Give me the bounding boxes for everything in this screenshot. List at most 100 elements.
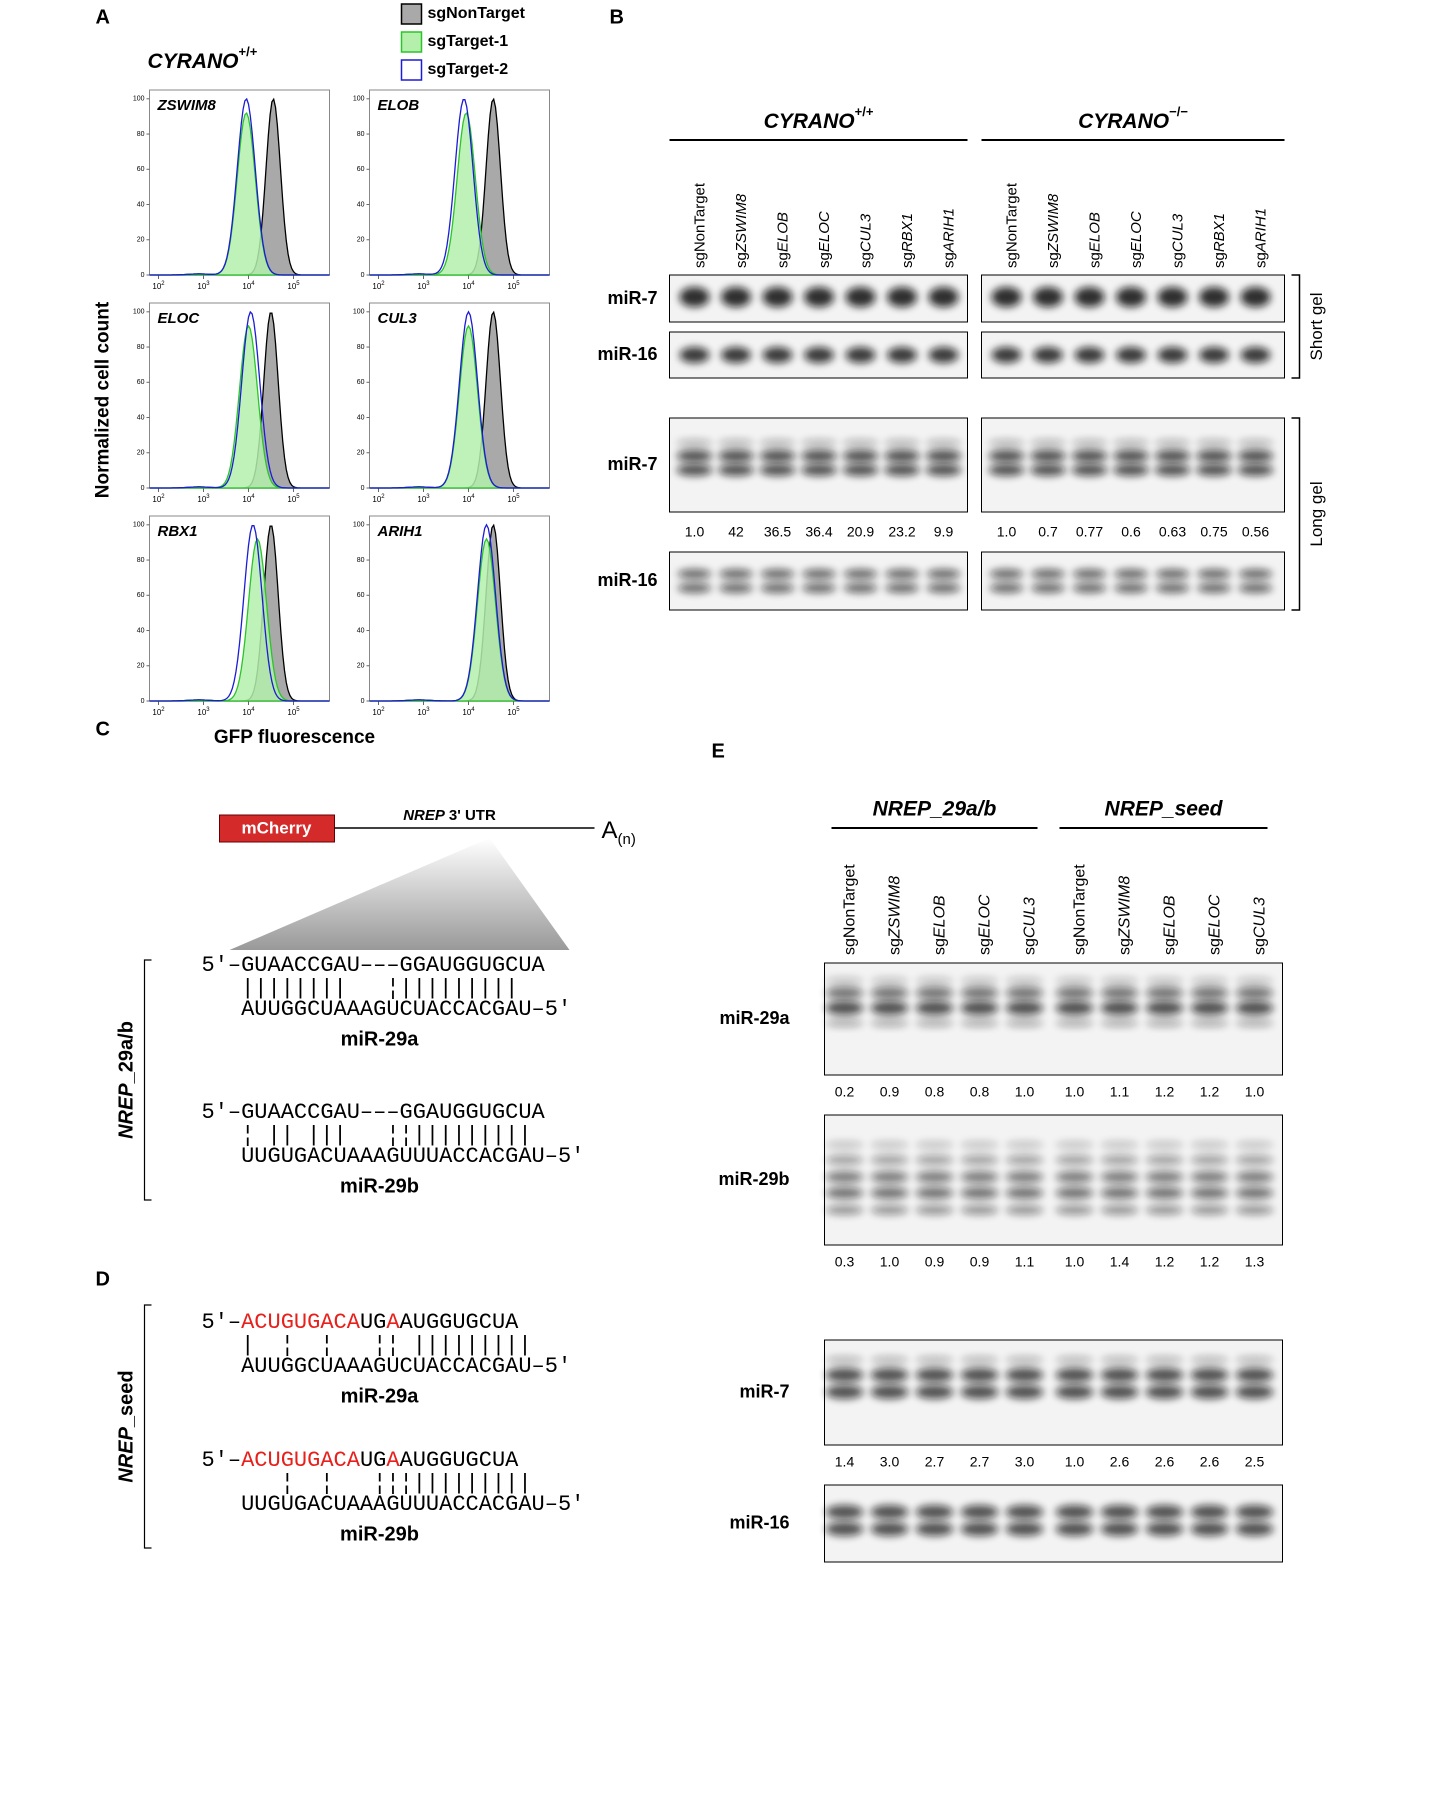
band [915, 1522, 954, 1536]
panel-label: C [96, 718, 110, 740]
band [1055, 1187, 1094, 1199]
band [960, 1001, 999, 1015]
legend-swatch [400, 31, 423, 53]
band [1030, 439, 1066, 447]
band [960, 1385, 999, 1399]
band [1005, 1171, 1044, 1183]
y-tick-label: 80 [137, 557, 145, 564]
bracket-label-part: _seed [116, 1370, 138, 1428]
x-tick-label-part: 10 [462, 495, 471, 504]
x-tick-label-part: 10 [242, 282, 251, 291]
gene-label: ELOB [378, 97, 420, 114]
x-tick-label-part: 5 [296, 281, 300, 287]
pairing: | ¦ ¦ ¦¦ ||||||||| [241, 1333, 531, 1358]
lane-label-part: ZSWIM8 [1117, 876, 1134, 939]
band [1055, 1205, 1094, 1215]
target-segment: ACUGUGACA [241, 1448, 361, 1473]
lane-label: sgNonTarget [1072, 864, 1089, 955]
x-axis-label: GFP fluorescence [214, 727, 375, 748]
gene-label: ELOC [158, 310, 201, 327]
band [1235, 1171, 1274, 1183]
band [915, 1171, 954, 1183]
x-tick-label: 103 [417, 281, 430, 292]
band [759, 439, 796, 447]
band [1145, 1019, 1184, 1027]
band [960, 1155, 999, 1165]
lane-label-part: ELOB [932, 895, 949, 938]
band [1100, 1522, 1139, 1536]
band [1005, 977, 1044, 985]
panel-label: A [96, 6, 110, 28]
x-tick-label: 104 [242, 281, 255, 292]
band [1055, 1141, 1094, 1149]
band [1055, 977, 1094, 985]
band [1005, 1505, 1044, 1519]
group-label-part: +/+ [855, 104, 874, 119]
band [1005, 1205, 1044, 1215]
band [915, 1001, 954, 1015]
quant-value: 2.6 [1200, 1454, 1220, 1470]
band [1235, 1155, 1274, 1165]
band [677, 583, 712, 593]
y-tick-label: 100 [353, 522, 365, 529]
y-tick-label: 0 [361, 485, 365, 492]
band [870, 1171, 909, 1183]
quant-value: 2.7 [925, 1454, 945, 1470]
band [1235, 1368, 1274, 1382]
target-sequence: 5′–GUAACCGAU–––GGAUGGUGCUA [202, 1100, 546, 1125]
band [960, 987, 999, 999]
target-segment: AUGGUGCUA [400, 1448, 520, 1473]
x-tick-label: 105 [507, 707, 520, 718]
band [1100, 987, 1139, 999]
band [1237, 464, 1274, 476]
band [1235, 977, 1274, 985]
band [825, 1141, 864, 1149]
lane-label-part: sg [1086, 252, 1103, 268]
target-segment: A [386, 1310, 400, 1335]
gel-bracket [1291, 274, 1301, 379]
lane-label: sgCUL3 [1252, 897, 1269, 955]
band [843, 569, 878, 579]
x-tick-label-part: 5 [516, 494, 520, 500]
quant-value: 2.7 [970, 1454, 990, 1470]
band [1071, 450, 1108, 462]
y-tick-label: 80 [357, 344, 365, 351]
lane-label-part: RBX1 [1211, 213, 1228, 252]
y-tick-label: 100 [133, 96, 145, 103]
band [1055, 1155, 1094, 1165]
group-label-part: −/− [1169, 104, 1188, 119]
band [1005, 1187, 1044, 1199]
band [915, 1505, 954, 1519]
quant-value: 36.4 [805, 524, 832, 540]
x-tick-label-part: 10 [152, 282, 161, 291]
band [1235, 1385, 1274, 1399]
band [1113, 439, 1149, 447]
target-segment: AUGGUGCUA [400, 1310, 520, 1335]
lane-label-part: sg [1117, 938, 1134, 955]
quant-value: 1.0 [1065, 1454, 1085, 1470]
mirna-name: miR-29a [341, 1385, 420, 1407]
band [1235, 1505, 1274, 1519]
lane-label-part: CUL3 [1169, 213, 1186, 252]
lane-label-part: sg [977, 938, 994, 955]
x-tick-label-part: 10 [242, 708, 251, 717]
row-label: miR-7 [607, 454, 657, 474]
y-tick-label: 40 [357, 201, 365, 208]
x-tick-label-part: 10 [197, 282, 206, 291]
band [1113, 464, 1149, 476]
band [718, 450, 754, 462]
band [960, 1171, 999, 1183]
band [721, 287, 751, 307]
band [925, 464, 962, 476]
gene-label: RBX1 [158, 523, 198, 540]
y-tick-label: 80 [137, 344, 145, 351]
band [870, 1205, 909, 1215]
band [1199, 287, 1229, 307]
lane-label-part: sg [940, 252, 957, 268]
x-tick-label: 105 [287, 707, 300, 718]
band [845, 347, 876, 363]
quant-value: 1.0 [1065, 1254, 1085, 1270]
band [988, 439, 1025, 447]
genotype: CYRANO+/+ [148, 44, 258, 72]
y-tick-label: 100 [133, 309, 145, 316]
